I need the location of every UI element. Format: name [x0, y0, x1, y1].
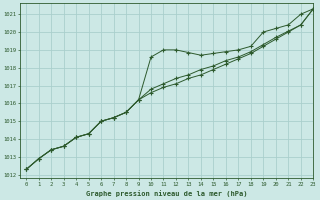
X-axis label: Graphe pression niveau de la mer (hPa): Graphe pression niveau de la mer (hPa): [86, 190, 247, 197]
